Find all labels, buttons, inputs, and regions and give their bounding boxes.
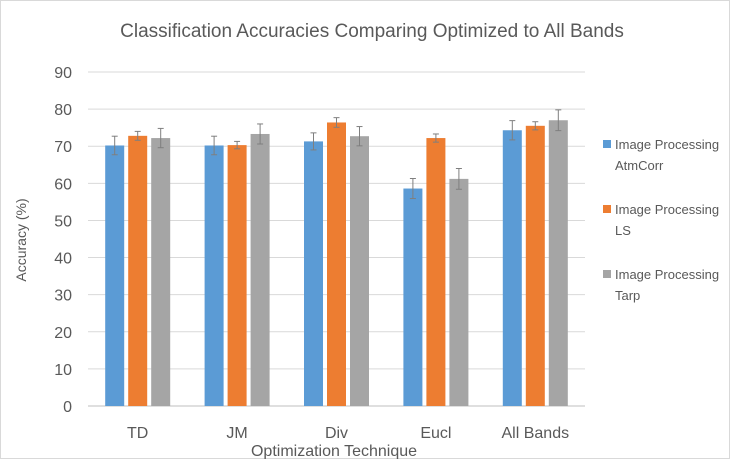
y-tick-label: 30 (54, 288, 72, 305)
error-bars (111, 109, 562, 200)
x-tick-label: Eucl (420, 425, 451, 442)
bar (403, 188, 423, 406)
legend-item: Image Processing AtmCorr (603, 137, 719, 173)
x-tick-label: TD (127, 425, 148, 442)
legend-swatch (603, 140, 611, 148)
bar (227, 145, 247, 406)
error-bar (555, 109, 562, 132)
bar (304, 141, 323, 407)
bar (525, 125, 545, 407)
legend-label: Image Processing (615, 267, 719, 282)
error-bar (333, 117, 340, 128)
bar (426, 138, 446, 406)
bar (327, 122, 346, 407)
y-tick-label: 50 (54, 213, 72, 230)
error-bar (432, 133, 439, 143)
legend: Image Processing AtmCorr Image Processing L… (603, 137, 719, 303)
bar (350, 136, 369, 407)
legend-label: AtmCorr (615, 158, 664, 173)
error-bar (211, 135, 218, 156)
bar (151, 138, 171, 406)
x-tick-label: All Bands (502, 425, 570, 442)
x-axis-title: Optimization Technique (251, 443, 417, 459)
y-tick-label: 10 (54, 362, 72, 379)
legend-label: Image Processing (615, 137, 719, 152)
error-bar (157, 127, 164, 149)
y-tick-label: 90 (54, 65, 72, 82)
legend-item: Image Processing LS (603, 202, 719, 238)
legend-swatch (603, 270, 611, 278)
x-tick-label: Div (325, 425, 348, 442)
y-axis-title: Accuracy (%) (13, 198, 29, 281)
error-bar (532, 121, 539, 131)
bar (548, 120, 568, 406)
bar (105, 145, 125, 407)
legend-item: Image Processing Tarp (603, 267, 719, 303)
bars (105, 120, 568, 407)
y-tick-label: 80 (54, 102, 72, 119)
y-tick-label: 70 (54, 139, 72, 156)
error-bar (356, 126, 363, 147)
bar (250, 133, 270, 406)
y-tick-label: 20 (54, 325, 72, 342)
error-bar (111, 135, 118, 156)
legend-swatch (603, 205, 611, 213)
x-tick-label: JM (226, 425, 247, 442)
error-bar (134, 130, 141, 141)
error-bar (310, 132, 317, 151)
error-bar (257, 123, 264, 145)
legend-label: LS (615, 223, 631, 238)
legend-label: Image Processing (615, 202, 719, 217)
legend-label: Tarp (615, 288, 640, 303)
error-bar (409, 178, 416, 200)
y-tick-label: 0 (63, 399, 72, 416)
error-bar (234, 140, 241, 150)
y-tick-label: 60 (54, 176, 72, 193)
gridlines (88, 71, 585, 407)
bar (128, 135, 148, 406)
bar (204, 145, 224, 407)
bar (449, 178, 469, 406)
y-axis-ticks: 0 10 20 30 40 50 60 70 80 90 (54, 65, 72, 416)
bar (502, 130, 522, 406)
chart-title: Classification Accuracies Comparing Opti… (120, 21, 624, 42)
error-bar (509, 120, 516, 141)
error-bar (455, 167, 462, 190)
x-axis-ticks: TD JM Div Eucl All Bands (127, 425, 569, 442)
y-tick-label: 40 (54, 251, 72, 268)
